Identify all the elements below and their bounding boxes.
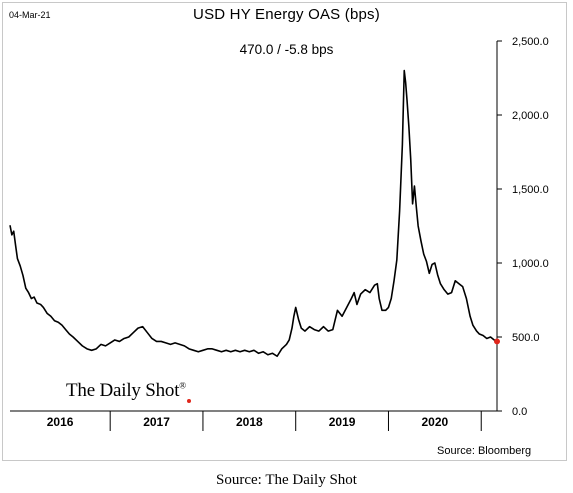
x-tick-label: 2017 [143,415,170,429]
y-tick-label: 2,000.0 [512,110,549,122]
x-tick-label: 2018 [236,415,263,429]
x-tick-label: 2016 [47,415,74,429]
y-tick-label: 1,500.0 [512,184,549,196]
x-tick-label: 2019 [329,415,356,429]
chart-title: USD HY Energy OAS (bps) [193,6,380,23]
series-line [9,69,498,358]
chart-source: Source: Bloomberg [437,445,532,457]
daily-shot-logo: The Daily Shot® [66,380,186,402]
chart-frame [2,2,567,461]
logo-text: The Daily Shot [66,380,180,401]
y-tick-label: 0.0 [512,406,527,418]
last-value-point [494,338,500,345]
date-stamp: 04-Mar-21 [9,10,51,20]
image-source-caption: Source: The Daily Shot [216,472,357,488]
y-tick-label: 1,000.0 [512,258,549,270]
y-tick-label: 500.0 [512,332,540,344]
y-tick-label: 2,500.0 [512,36,549,48]
registered-mark: ® [179,380,186,391]
x-tick-label: 2020 [421,415,448,429]
logo-red-dot [187,399,191,403]
chart-subtitle: 470.0 / -5.8 bps [239,42,334,57]
